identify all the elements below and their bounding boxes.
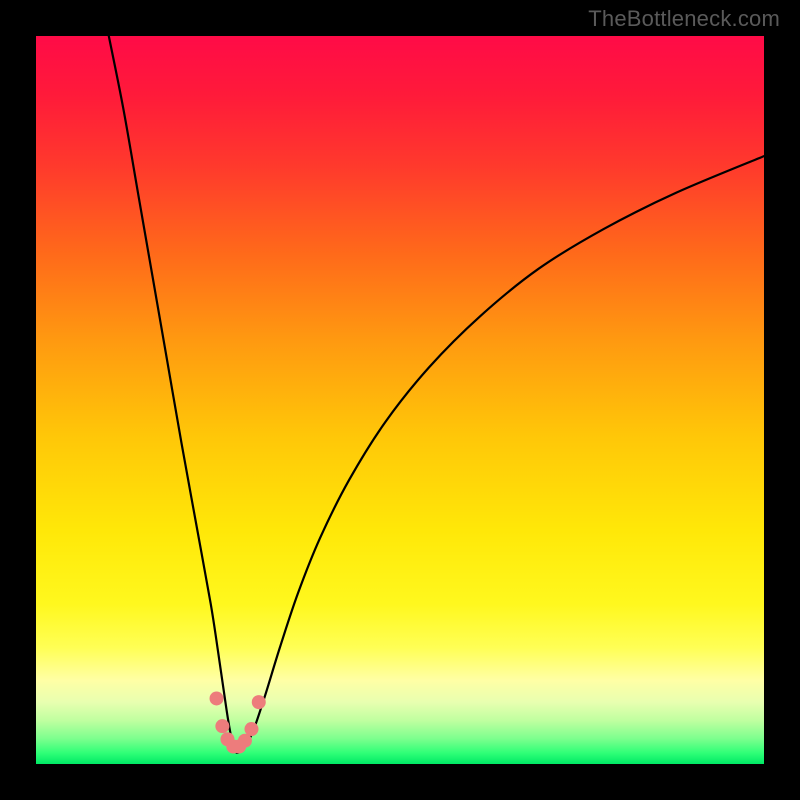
chart-stage: TheBottleneck.com (0, 0, 800, 800)
watermark-text: TheBottleneck.com (588, 6, 780, 32)
heatmap-gradient (36, 36, 764, 764)
plot-area (36, 36, 764, 764)
